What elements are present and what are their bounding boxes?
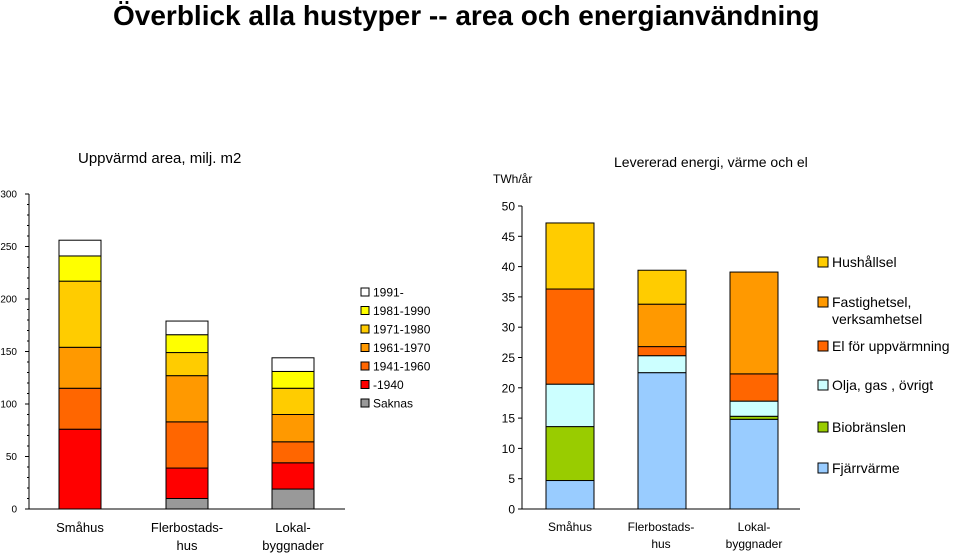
bar-1940-2	[271, 462, 315, 490]
legend-swatch	[360, 287, 370, 297]
page-title: Överblick alla hustyper -- area och ener…	[113, 0, 820, 31]
category-label: Småhus	[548, 520, 592, 534]
bar-1961-1970-0	[58, 346, 102, 389]
y-tick-label: 35	[502, 290, 516, 304]
bar-1940-0	[58, 428, 102, 510]
bar-1991-0	[58, 239, 102, 257]
y-tick-label: 5	[508, 472, 515, 486]
legend-swatch	[360, 398, 370, 408]
legend-swatch	[817, 296, 829, 308]
bar-hushållsel-1	[637, 269, 687, 305]
area-chart: 0 50 100 150 200 250 300 Uppvärmd area, milj. m…	[0, 150, 430, 553]
legend-area: 1991- 1981-1990 1971-1980 1961-1970 1941-196…	[360, 286, 431, 411]
legend-label-line: Fastighetsel,	[832, 294, 911, 310]
y-tick-label: 15	[502, 412, 516, 426]
y-tick-label: 20	[502, 381, 516, 395]
legend-label: Saknas	[373, 397, 413, 411]
category-label: Lokal-	[275, 520, 310, 535]
category-label: Småhus	[56, 520, 104, 535]
y-tick-label: 150	[0, 347, 17, 358]
y-tick-label: 0	[11, 505, 17, 516]
legend-swatch	[360, 380, 370, 389]
y-tick-label: 40	[502, 260, 516, 274]
y-tick-label: 200	[0, 295, 17, 306]
category-label: Flerbostads-	[151, 520, 223, 535]
legend-label: El för uppvärmning	[832, 338, 950, 354]
bar-fjärrvärme-1	[637, 372, 687, 510]
bar-1961-1970-1	[165, 375, 209, 423]
bar-olja-gas-övrigt-2	[729, 400, 779, 417]
bar-1940-1	[165, 467, 209, 499]
legend-swatch	[360, 361, 370, 371]
y-tick-label: 50	[502, 200, 516, 214]
bar-el-för-uppvärmning-2	[729, 373, 779, 402]
chart-title: Uppvärmd area, milj. m2	[78, 150, 241, 167]
legend-label: 1971-1980	[373, 323, 431, 337]
energy-chart: 0 5 10 15 20 25 30 35 40 45 50 TWh/år Levererad ener…	[493, 154, 950, 551]
legend-label: Olja, gas , övrigt	[832, 377, 933, 393]
bar-1941-1960-1	[165, 421, 209, 469]
y-tick-label: 300	[0, 190, 17, 201]
legend-label: 1981-1990	[373, 304, 431, 318]
bar-1961-1970-2	[271, 414, 315, 443]
bar-1991-2	[271, 357, 315, 372]
bar-olja-gas-övrigt-1	[637, 355, 687, 374]
bar-1981-1990-2	[271, 370, 315, 389]
bar-biobränslen-0	[545, 426, 595, 482]
bar-1981-1990-0	[58, 255, 102, 282]
legend-label: 1941-1960	[373, 360, 431, 374]
legend-label-line: verksamhetsel	[832, 311, 922, 327]
category-label: Lokal-	[738, 520, 771, 534]
y-tick-label: 250	[0, 242, 17, 253]
legend-swatch	[817, 379, 829, 391]
bar-el-för-uppvärmning-1	[637, 346, 687, 357]
bar-saknas-1	[165, 498, 209, 510]
legend-label: 1991-	[373, 286, 404, 300]
category-label: hus	[177, 538, 198, 553]
bar-1941-1960-0	[58, 387, 102, 430]
bar-fastighetsel-verksamhetsel-2	[729, 271, 779, 375]
bar-1971-1980-0	[58, 280, 102, 348]
chart-title: Levererad energi, värme och el	[614, 154, 808, 170]
legend-swatch	[360, 324, 370, 334]
legend-swatch	[360, 343, 370, 352]
y-tick-label: 50	[6, 452, 18, 463]
y-tick-label: 0	[508, 503, 515, 517]
bar-saknas-2	[271, 488, 315, 510]
category-label: Flerbostads-	[628, 520, 695, 534]
bar-fjärrvärme-0	[545, 480, 595, 510]
bar-fastighetsel-verksamhetsel-1	[637, 303, 687, 348]
bar-1941-1960-2	[271, 441, 315, 464]
y-tick-label: 25	[502, 351, 516, 365]
bar-1971-1980-2	[271, 387, 315, 415]
y-tick-label: 45	[502, 230, 516, 244]
y-tick-label: 10	[502, 442, 516, 456]
legend-label: Fastighetsel, verksamhetsel	[832, 294, 922, 327]
bar-olja-gas-övrigt-0	[545, 383, 595, 428]
legend-label: Hushållsel	[832, 254, 897, 270]
category-label: hus	[651, 537, 670, 551]
y-axis-unit: TWh/år	[493, 172, 532, 186]
legend-swatch	[817, 421, 829, 433]
category-label: byggnader	[726, 537, 783, 551]
legend-swatch	[360, 306, 370, 315]
bar-el-för-uppvärmning-0	[545, 288, 595, 385]
bar-fjärrvärme-2	[729, 418, 779, 510]
bar-1991-1	[165, 320, 209, 336]
bar-1971-1980-1	[165, 352, 209, 377]
bar-1981-1990-1	[165, 334, 209, 354]
category-label: byggnader	[262, 538, 324, 553]
legend-swatch	[817, 256, 829, 268]
legend-label: -1940	[373, 378, 404, 392]
legend-energy: Hushållsel Fastighetsel, verksamhetsel El f…	[817, 254, 950, 476]
y-tick-label: 30	[502, 321, 516, 335]
legend-swatch	[817, 462, 829, 474]
legend-label: Fjärrvärme	[832, 460, 900, 476]
legend-swatch	[817, 340, 829, 352]
legend-label: 1961-1970	[373, 341, 431, 355]
bar-hushållsel-0	[545, 222, 595, 290]
legend-label: Biobränslen	[832, 419, 906, 435]
y-tick-label: 100	[0, 400, 17, 411]
